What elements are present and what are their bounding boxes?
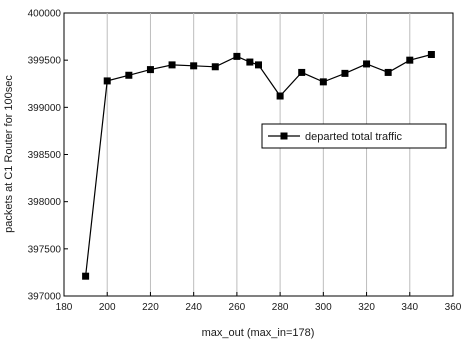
x-tick-label: 360 bbox=[445, 302, 462, 313]
x-axis-title: max_out (max_in=178) bbox=[202, 327, 315, 339]
data-point bbox=[428, 51, 435, 58]
x-tick-label: 300 bbox=[315, 302, 332, 313]
x-tick-label: 340 bbox=[401, 302, 418, 313]
y-tick-label: 399000 bbox=[28, 103, 62, 114]
data-point bbox=[406, 57, 413, 64]
data-point bbox=[212, 63, 219, 70]
data-point bbox=[363, 60, 370, 67]
x-tick-label: 260 bbox=[229, 302, 246, 313]
y-tick-label: 398000 bbox=[28, 197, 62, 208]
data-point bbox=[147, 66, 154, 73]
y-tick-label: 400000 bbox=[28, 9, 62, 20]
y-tick-label: 398500 bbox=[28, 150, 62, 161]
data-point bbox=[233, 53, 240, 60]
x-tick-label: 220 bbox=[142, 302, 159, 313]
data-point bbox=[385, 69, 392, 76]
data-point bbox=[341, 70, 348, 77]
legend: departed total traffic bbox=[262, 124, 446, 148]
x-tick-label: 240 bbox=[185, 302, 202, 313]
y-tick-label: 397500 bbox=[28, 244, 62, 255]
data-point bbox=[246, 59, 253, 66]
data-point bbox=[82, 273, 89, 280]
data-point bbox=[255, 61, 262, 68]
plot-area bbox=[64, 13, 453, 296]
data-point bbox=[277, 93, 284, 100]
data-point bbox=[190, 62, 197, 69]
data-point bbox=[298, 69, 305, 76]
x-tick-label: 200 bbox=[99, 302, 116, 313]
y-axis-ticks: 397000 397500 398000 398500 399000 399500 4000… bbox=[28, 9, 68, 303]
data-point bbox=[320, 78, 327, 85]
x-tick-label: 320 bbox=[358, 302, 375, 313]
y-tick-label: 399500 bbox=[28, 56, 62, 67]
data-point bbox=[169, 61, 176, 68]
x-tick-label: 280 bbox=[272, 302, 289, 313]
y-axis-title: packets at C1 Router for 100sec bbox=[3, 75, 15, 233]
y-tick-label: 397000 bbox=[28, 292, 62, 303]
data-point bbox=[125, 72, 132, 79]
legend-marker bbox=[281, 133, 288, 140]
x-tick-label: 180 bbox=[56, 302, 73, 313]
data-point bbox=[104, 77, 111, 84]
legend-label: departed total traffic bbox=[305, 131, 403, 143]
